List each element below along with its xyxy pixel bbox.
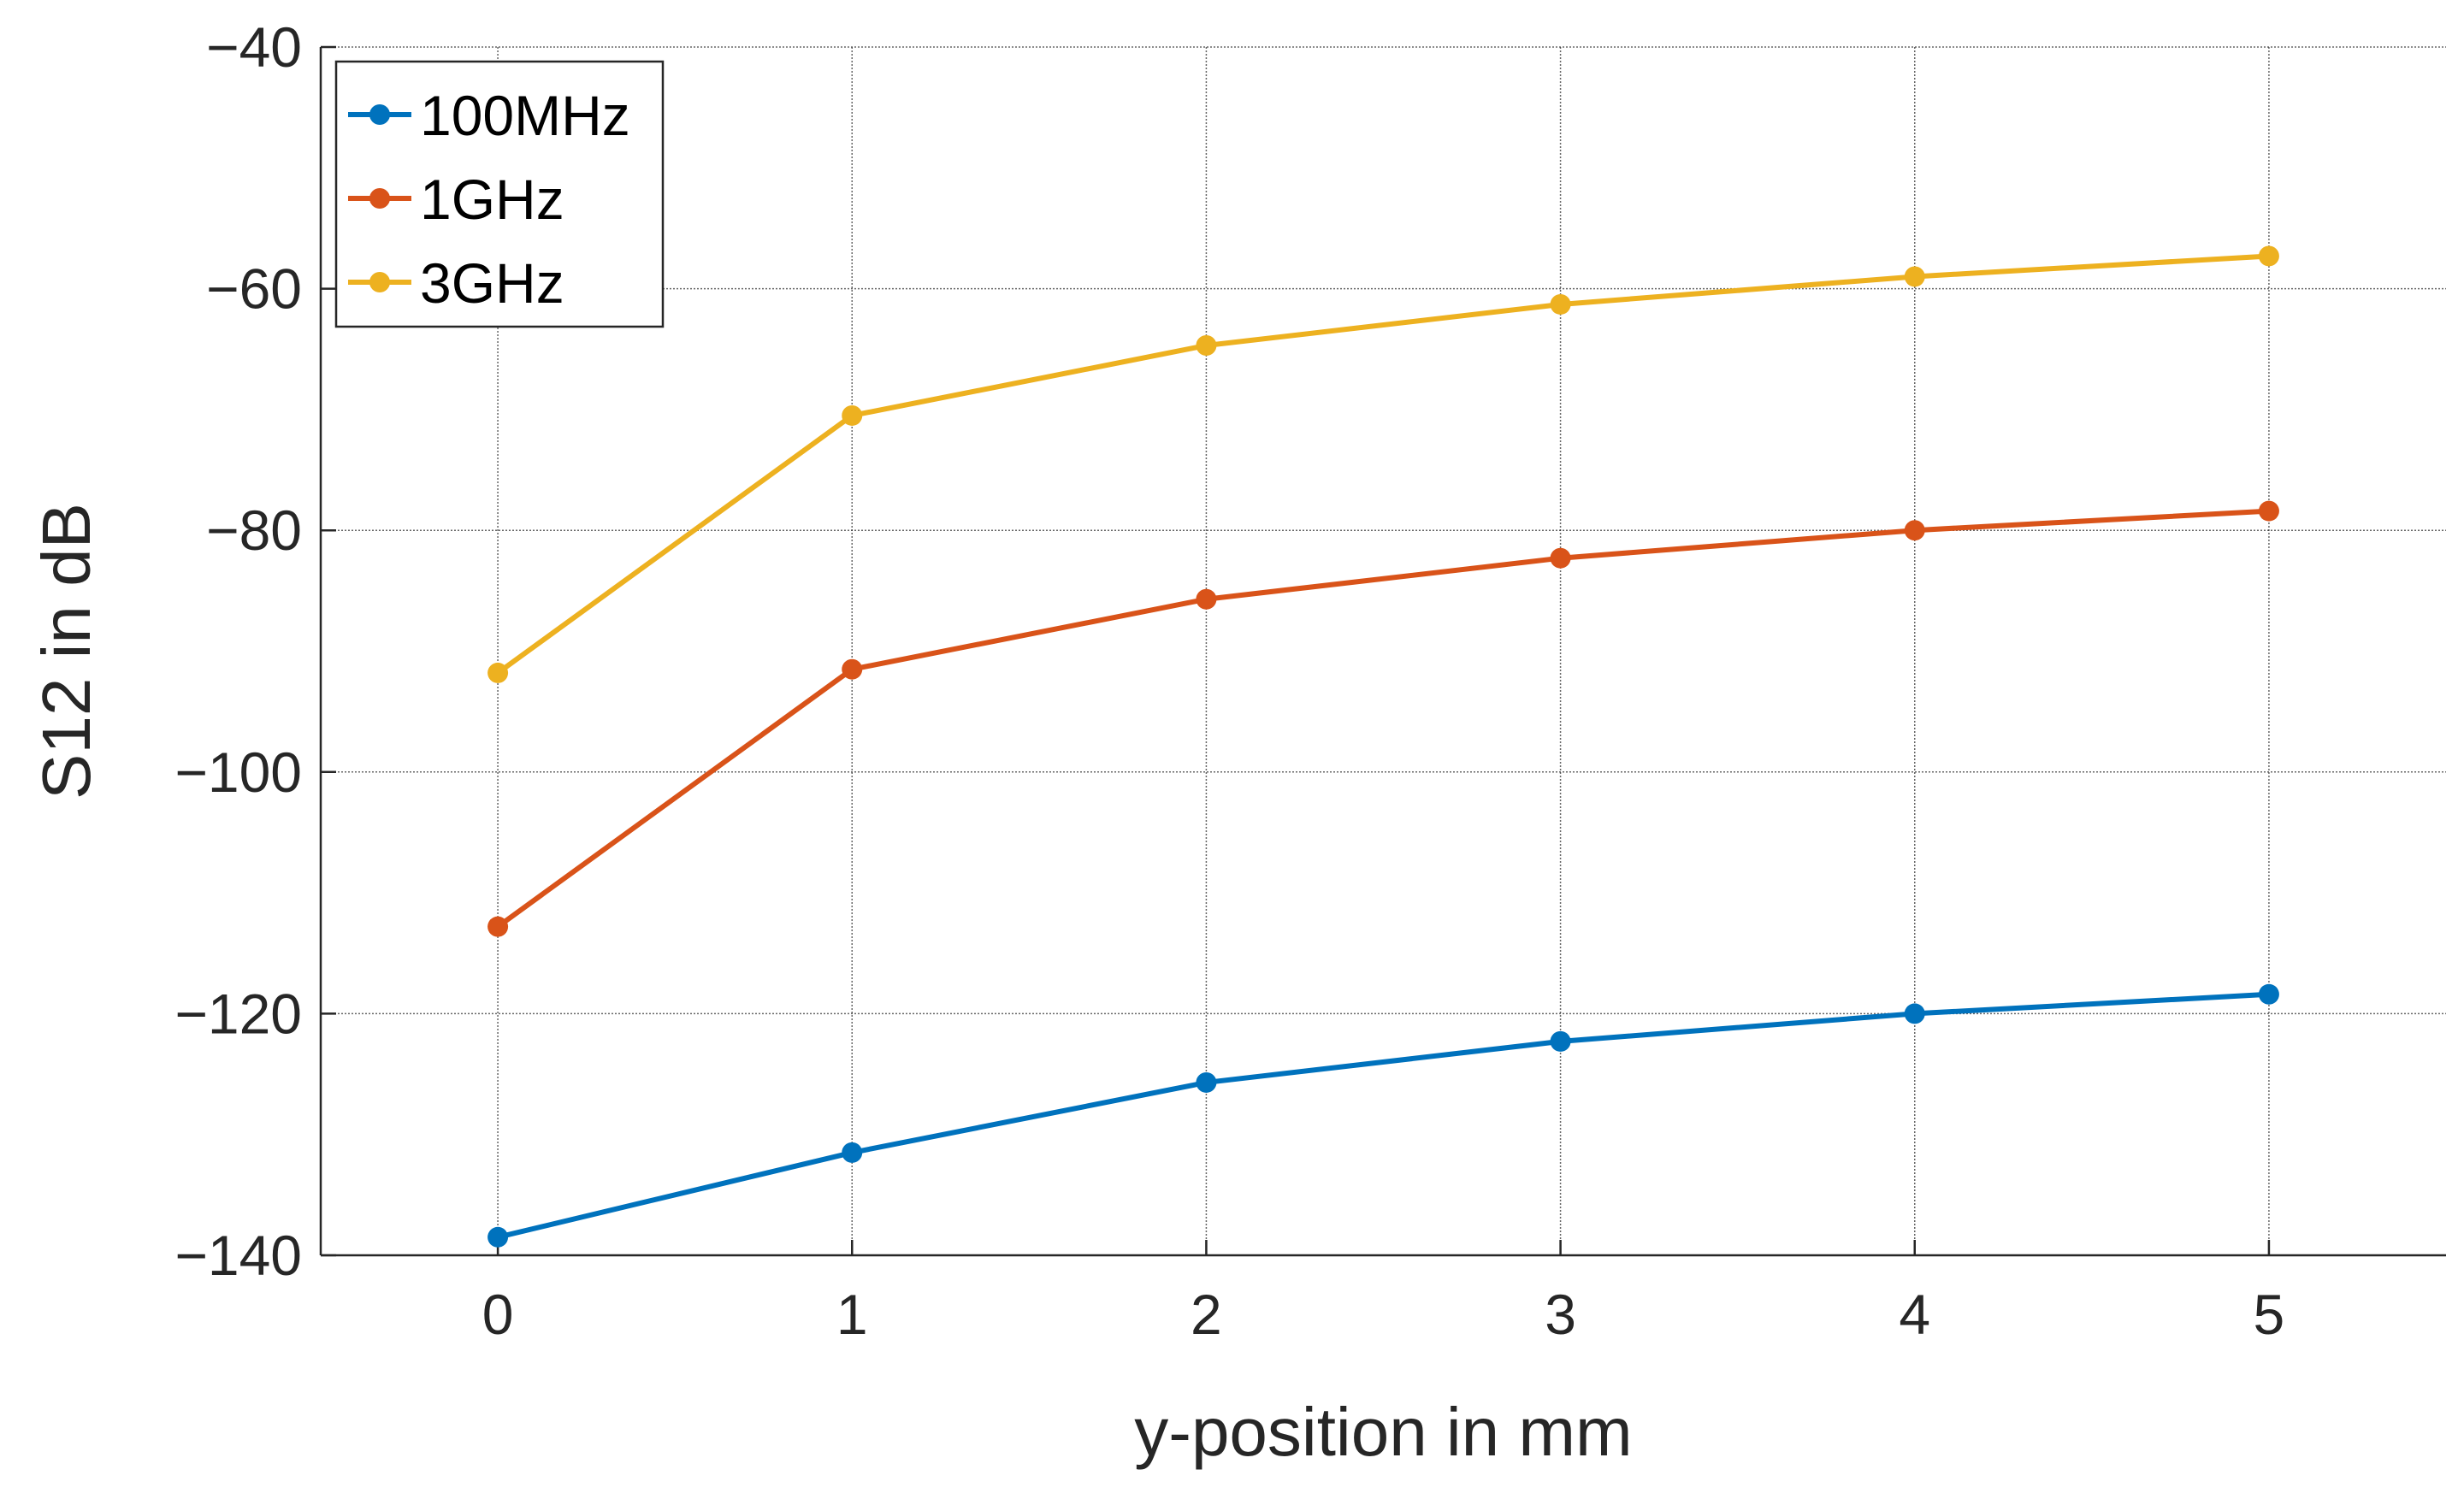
legend-label: 1GHz [420, 168, 564, 231]
data-point [1196, 335, 1217, 357]
series-3GHz [487, 245, 2279, 683]
grid [321, 46, 2446, 1255]
data-point [1904, 266, 1925, 287]
data-point [1904, 1003, 1925, 1024]
axes [319, 45, 2446, 1257]
legend-label: 3GHz [420, 251, 564, 315]
legend: 100MHz 1GHz 3GHz [334, 60, 665, 328]
series-100MHz [487, 983, 2279, 1248]
x-tick-label: 4 [1899, 1283, 1930, 1346]
series-group [487, 245, 2279, 1248]
legend-swatch-marker [369, 104, 390, 125]
y-tick-label: −40 [206, 15, 302, 79]
series-line [496, 508, 2270, 929]
x-tick-label: 5 [2254, 1283, 2285, 1346]
data-point [2258, 983, 2279, 1005]
x-axis-label: y-position in mm [1134, 1394, 1632, 1470]
y-tick-label: −60 [206, 257, 302, 321]
data-point [487, 916, 509, 937]
data-point [1550, 1030, 1571, 1052]
data-point [1196, 1071, 1217, 1093]
series-line [497, 991, 2270, 1240]
data-point [842, 404, 863, 426]
legend-swatch-marker [369, 272, 390, 292]
x-tick-label: 3 [1545, 1283, 1576, 1346]
data-point [842, 658, 863, 680]
legend-label: 100MHz [420, 84, 630, 147]
y-tick-label: −140 [174, 1224, 302, 1287]
data-point [2258, 245, 2279, 267]
y-tick-label: −80 [206, 499, 302, 562]
series-line [496, 253, 2270, 676]
x-tick-label: 2 [1191, 1283, 1222, 1346]
data-point [1904, 520, 1925, 541]
data-point [1196, 588, 1217, 610]
data-point [2258, 500, 2279, 522]
y-tick-label: −100 [174, 741, 302, 804]
x-tick-label: 0 [482, 1283, 514, 1346]
data-point [1550, 547, 1571, 569]
y-tick-label: −120 [174, 982, 302, 1045]
y-axis-label: S12 in dB [28, 503, 104, 800]
legend-swatch-marker [369, 188, 390, 209]
tick-labels: −140 −120 −100 −80 −60 −40 0 1 2 3 4 5 [174, 15, 2284, 1346]
data-point [487, 662, 509, 683]
x-tick-label: 1 [836, 1283, 868, 1346]
data-point [1550, 293, 1571, 315]
series-1GHz [487, 500, 2279, 937]
data-point [487, 1226, 509, 1248]
data-point [842, 1142, 863, 1163]
